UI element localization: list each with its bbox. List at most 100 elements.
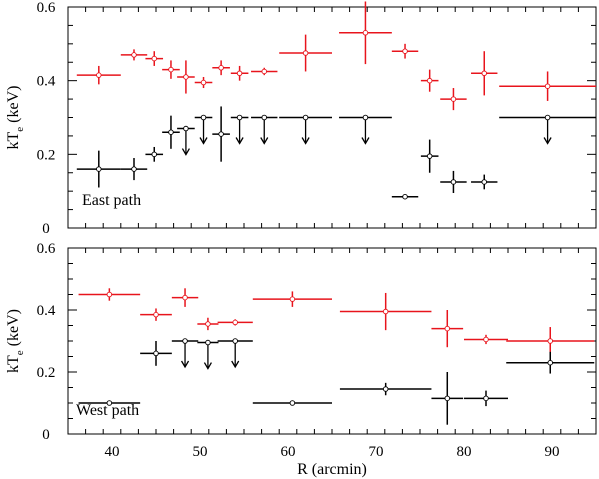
- data-marker: [544, 114, 551, 121]
- data-marker: [426, 77, 433, 84]
- data-point: [212, 106, 230, 162]
- data-marker: [182, 294, 188, 301]
- data-point: [339, 114, 392, 145]
- series-black: [76, 106, 596, 200]
- upper-limit-arrowhead: [199, 137, 208, 145]
- data-point: [140, 341, 172, 366]
- data-point: [431, 310, 464, 348]
- data-point: [162, 115, 180, 149]
- data-marker: [302, 114, 309, 121]
- upper-limit-arrowhead: [301, 137, 310, 145]
- data-point: [252, 400, 332, 406]
- data-marker: [289, 296, 296, 302]
- y-axis-label-main: kT: [5, 131, 22, 149]
- x-tick-label: 80: [457, 444, 472, 460]
- data-point: [171, 288, 199, 307]
- data-marker: [183, 125, 189, 132]
- data-marker: [96, 72, 102, 78]
- data-point: [230, 114, 249, 145]
- data-marker: [481, 70, 487, 77]
- upper-limit-arrowhead: [181, 148, 190, 156]
- y-axis-label-sub: e: [14, 350, 26, 355]
- data-point: [145, 51, 164, 66]
- y-axis-label: kTe (keV): [5, 86, 26, 150]
- data-marker: [153, 311, 159, 318]
- upper-limit-arrowhead: [235, 137, 244, 145]
- data-marker: [483, 395, 489, 402]
- data-point: [339, 292, 432, 331]
- data-marker: [402, 193, 408, 200]
- series-black: [78, 338, 595, 425]
- data-point: [499, 114, 596, 145]
- panel-annotation: West path: [76, 402, 139, 419]
- data-point: [440, 88, 467, 111]
- data-point: [217, 319, 253, 326]
- upper-limit-arrowhead: [180, 360, 190, 369]
- data-marker: [205, 321, 211, 327]
- data-marker: [218, 131, 224, 137]
- data-marker: [153, 350, 159, 357]
- data-point: [464, 334, 508, 345]
- y-axis-label-main: kT: [5, 355, 22, 373]
- data-marker: [444, 325, 451, 332]
- data-marker: [232, 338, 238, 344]
- data-point: [194, 114, 213, 145]
- data-marker: [362, 30, 369, 36]
- y-axis-label-sub: e: [14, 127, 26, 132]
- x-tick-label: 60: [281, 444, 296, 460]
- data-marker: [444, 395, 451, 402]
- west-path-panel: 0 0.2 0.4 0.6 40 50 60 70 80 90 kTe (keV) R (arcmin…: [5, 241, 597, 478]
- data-marker: [402, 48, 408, 54]
- data-point: [252, 291, 332, 307]
- data-point: [140, 308, 172, 321]
- data-marker: [151, 55, 157, 62]
- data-marker: [236, 114, 243, 121]
- data-marker: [106, 400, 113, 406]
- data-marker: [232, 319, 238, 326]
- data-marker: [131, 52, 137, 58]
- data-point: [279, 114, 332, 145]
- data-point: [78, 400, 141, 406]
- data-marker: [547, 338, 553, 344]
- data-marker: [544, 83, 551, 89]
- upper-limit-arrowhead: [231, 360, 240, 369]
- data-marker: [382, 386, 389, 392]
- data-marker: [183, 74, 189, 80]
- data-point: [120, 158, 148, 181]
- data-marker: [151, 151, 157, 158]
- data-marker: [205, 339, 211, 346]
- data-point: [506, 351, 595, 374]
- data-marker: [131, 166, 137, 172]
- data-marker: [481, 179, 487, 185]
- data-marker: [106, 291, 113, 298]
- data-point: [440, 170, 467, 194]
- data-point: [420, 69, 439, 92]
- data-marker: [218, 65, 224, 71]
- data-point: [339, 382, 432, 396]
- data-marker: [382, 308, 389, 315]
- upper-limit-arrowhead: [543, 137, 552, 145]
- data-point: [464, 390, 508, 407]
- data-point: [391, 193, 419, 200]
- y-tick-label: 0.2: [37, 147, 56, 163]
- data-point: [78, 288, 141, 301]
- series-red: [78, 288, 595, 355]
- data-point: [145, 146, 164, 162]
- data-point: [230, 65, 249, 81]
- x-tick-label: 50: [193, 444, 208, 460]
- data-point: [212, 60, 230, 76]
- data-point: [177, 60, 195, 94]
- data-point: [197, 317, 219, 331]
- panel-annotation: East path: [82, 192, 141, 209]
- data-marker: [168, 129, 174, 135]
- x-tick-label: 40: [105, 444, 120, 460]
- data-point: [177, 125, 195, 156]
- y-tick-label: 0: [42, 221, 50, 237]
- data-point: [506, 327, 595, 355]
- data-point: [251, 114, 278, 145]
- data-point: [339, 1, 392, 65]
- data-marker: [182, 338, 188, 344]
- data-point: [431, 372, 464, 425]
- y-tick-label: 0.2: [37, 365, 56, 381]
